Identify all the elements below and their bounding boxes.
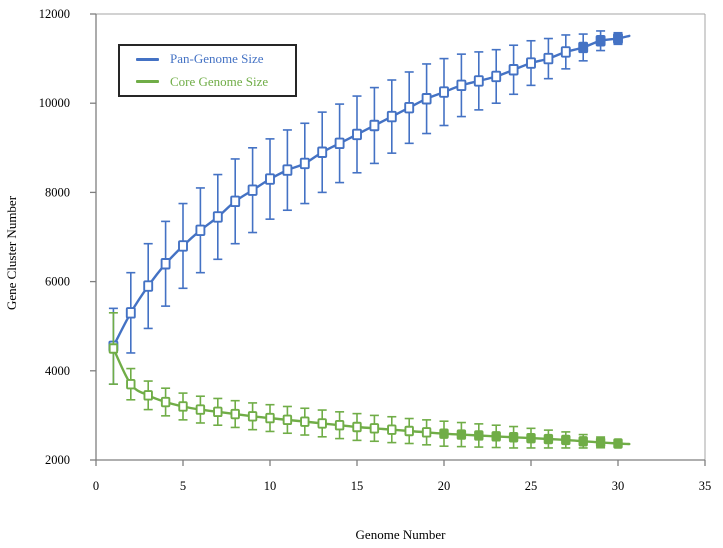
core-genome-marker [561, 434, 571, 446]
y-tick-label: 2000 [45, 453, 70, 467]
core-genome-marker [387, 424, 397, 435]
core-genome-marker [439, 428, 449, 439]
tick-labels: 0 5 10 15 20 25 30 35 2000 4000 6000 8000 10000 12000 [39, 7, 712, 493]
core-genome-markers [108, 343, 623, 449]
core-genome-marker [247, 411, 258, 422]
pan-genome-line-swatch-icon [136, 57, 159, 61]
pan-genome-marker [578, 41, 589, 54]
core-genome-marker [178, 401, 188, 412]
core-genome-marker [369, 423, 380, 434]
y-tick-label: 10000 [39, 96, 70, 110]
pan-genome-marker [508, 64, 519, 76]
axes [95, 14, 705, 461]
core-genome-marker [456, 429, 467, 440]
pan-genome-marker [613, 32, 623, 45]
legend-label: Pan-Genome Size [170, 51, 264, 67]
x-tick-label: 20 [438, 479, 451, 493]
pan-genome-marker [456, 79, 467, 92]
core-genome-marker [108, 343, 119, 354]
pan-genome-marker [299, 157, 310, 170]
core-genome-marker [526, 432, 536, 444]
plot-border [96, 13, 706, 460]
pan-genome-marker [178, 240, 188, 252]
core-genome-marker [613, 438, 623, 449]
x-tick-label: 0 [93, 479, 99, 493]
x-tick-label: 10 [264, 479, 277, 493]
pan-genome-marker [317, 146, 328, 158]
core-genome-marker [282, 414, 293, 426]
pan-genome-marker [560, 46, 571, 58]
core-genome-marker [474, 430, 484, 441]
pan-genome-marker [369, 119, 380, 132]
core-genome-marker [195, 404, 206, 415]
core-genome-marker [352, 421, 362, 433]
pan-genome-marker [212, 211, 223, 223]
core-genome-marker [578, 436, 588, 447]
pan-genome-marker [439, 86, 449, 98]
y-tick-label: 6000 [45, 275, 70, 289]
core-genome-marker [213, 406, 223, 418]
x-tick-label: 35 [699, 479, 712, 493]
legend: Pan-Genome Size Core Genome Size [118, 44, 297, 97]
core-genome-marker [508, 432, 519, 443]
legend-item-core-genome: Core Genome Size [120, 74, 295, 90]
pan-genome-marker [230, 195, 241, 208]
y-axis-title: Gene Cluster Number [4, 195, 19, 311]
core-genome-marker [404, 425, 414, 437]
core-genome-marker [334, 420, 345, 431]
y-tick-label: 8000 [45, 185, 70, 199]
core-genome-marker [265, 412, 275, 424]
core-genome-line-swatch-icon [136, 80, 159, 84]
y-tick-label: 12000 [39, 7, 70, 21]
pan-genome-marker [421, 93, 432, 105]
core-genome-marker [421, 427, 432, 438]
pan-genome-marker [386, 110, 397, 123]
core-genome-marker [491, 431, 501, 442]
pan-genome-marker [595, 35, 606, 47]
core-genome-marker [317, 418, 327, 429]
tick-marks [90, 13, 706, 466]
core-genome-marker [300, 416, 310, 427]
pan-genome-marker [404, 101, 415, 114]
pan-genome-marker [195, 224, 206, 237]
pan-genome-marker [265, 173, 275, 185]
pan-genome-marker [526, 57, 536, 69]
pan-genome-marker [543, 52, 554, 65]
x-axis-title: Genome Number [355, 527, 446, 542]
pan-genome-marker [352, 128, 362, 141]
pan-genome-marker [282, 164, 293, 176]
legend-label: Core Genome Size [170, 73, 269, 89]
pan-genome-marker [143, 280, 154, 292]
y-tick-label: 4000 [45, 364, 70, 378]
core-genome-marker [543, 433, 554, 445]
x-tick-label: 25 [525, 479, 538, 493]
core-genome-marker [143, 390, 153, 401]
pan-genome-marker [160, 258, 171, 270]
core-genome-marker [126, 378, 136, 390]
x-tick-label: 30 [612, 479, 625, 493]
pan-genome-marker [247, 184, 258, 196]
core-genome-marker [595, 437, 606, 448]
pan-genome-marker [491, 70, 502, 83]
core-genome-marker [160, 396, 171, 408]
x-tick-label: 5 [180, 479, 186, 493]
pan-genome-marker [125, 307, 136, 319]
core-genome-marker [230, 408, 240, 420]
pan-genome-markers [108, 32, 623, 352]
legend-item-pan-genome: Pan-Genome Size [120, 51, 295, 67]
pan-genome-marker [334, 137, 345, 150]
pan-genome-marker [473, 75, 484, 87]
x-tick-label: 15 [351, 479, 364, 493]
